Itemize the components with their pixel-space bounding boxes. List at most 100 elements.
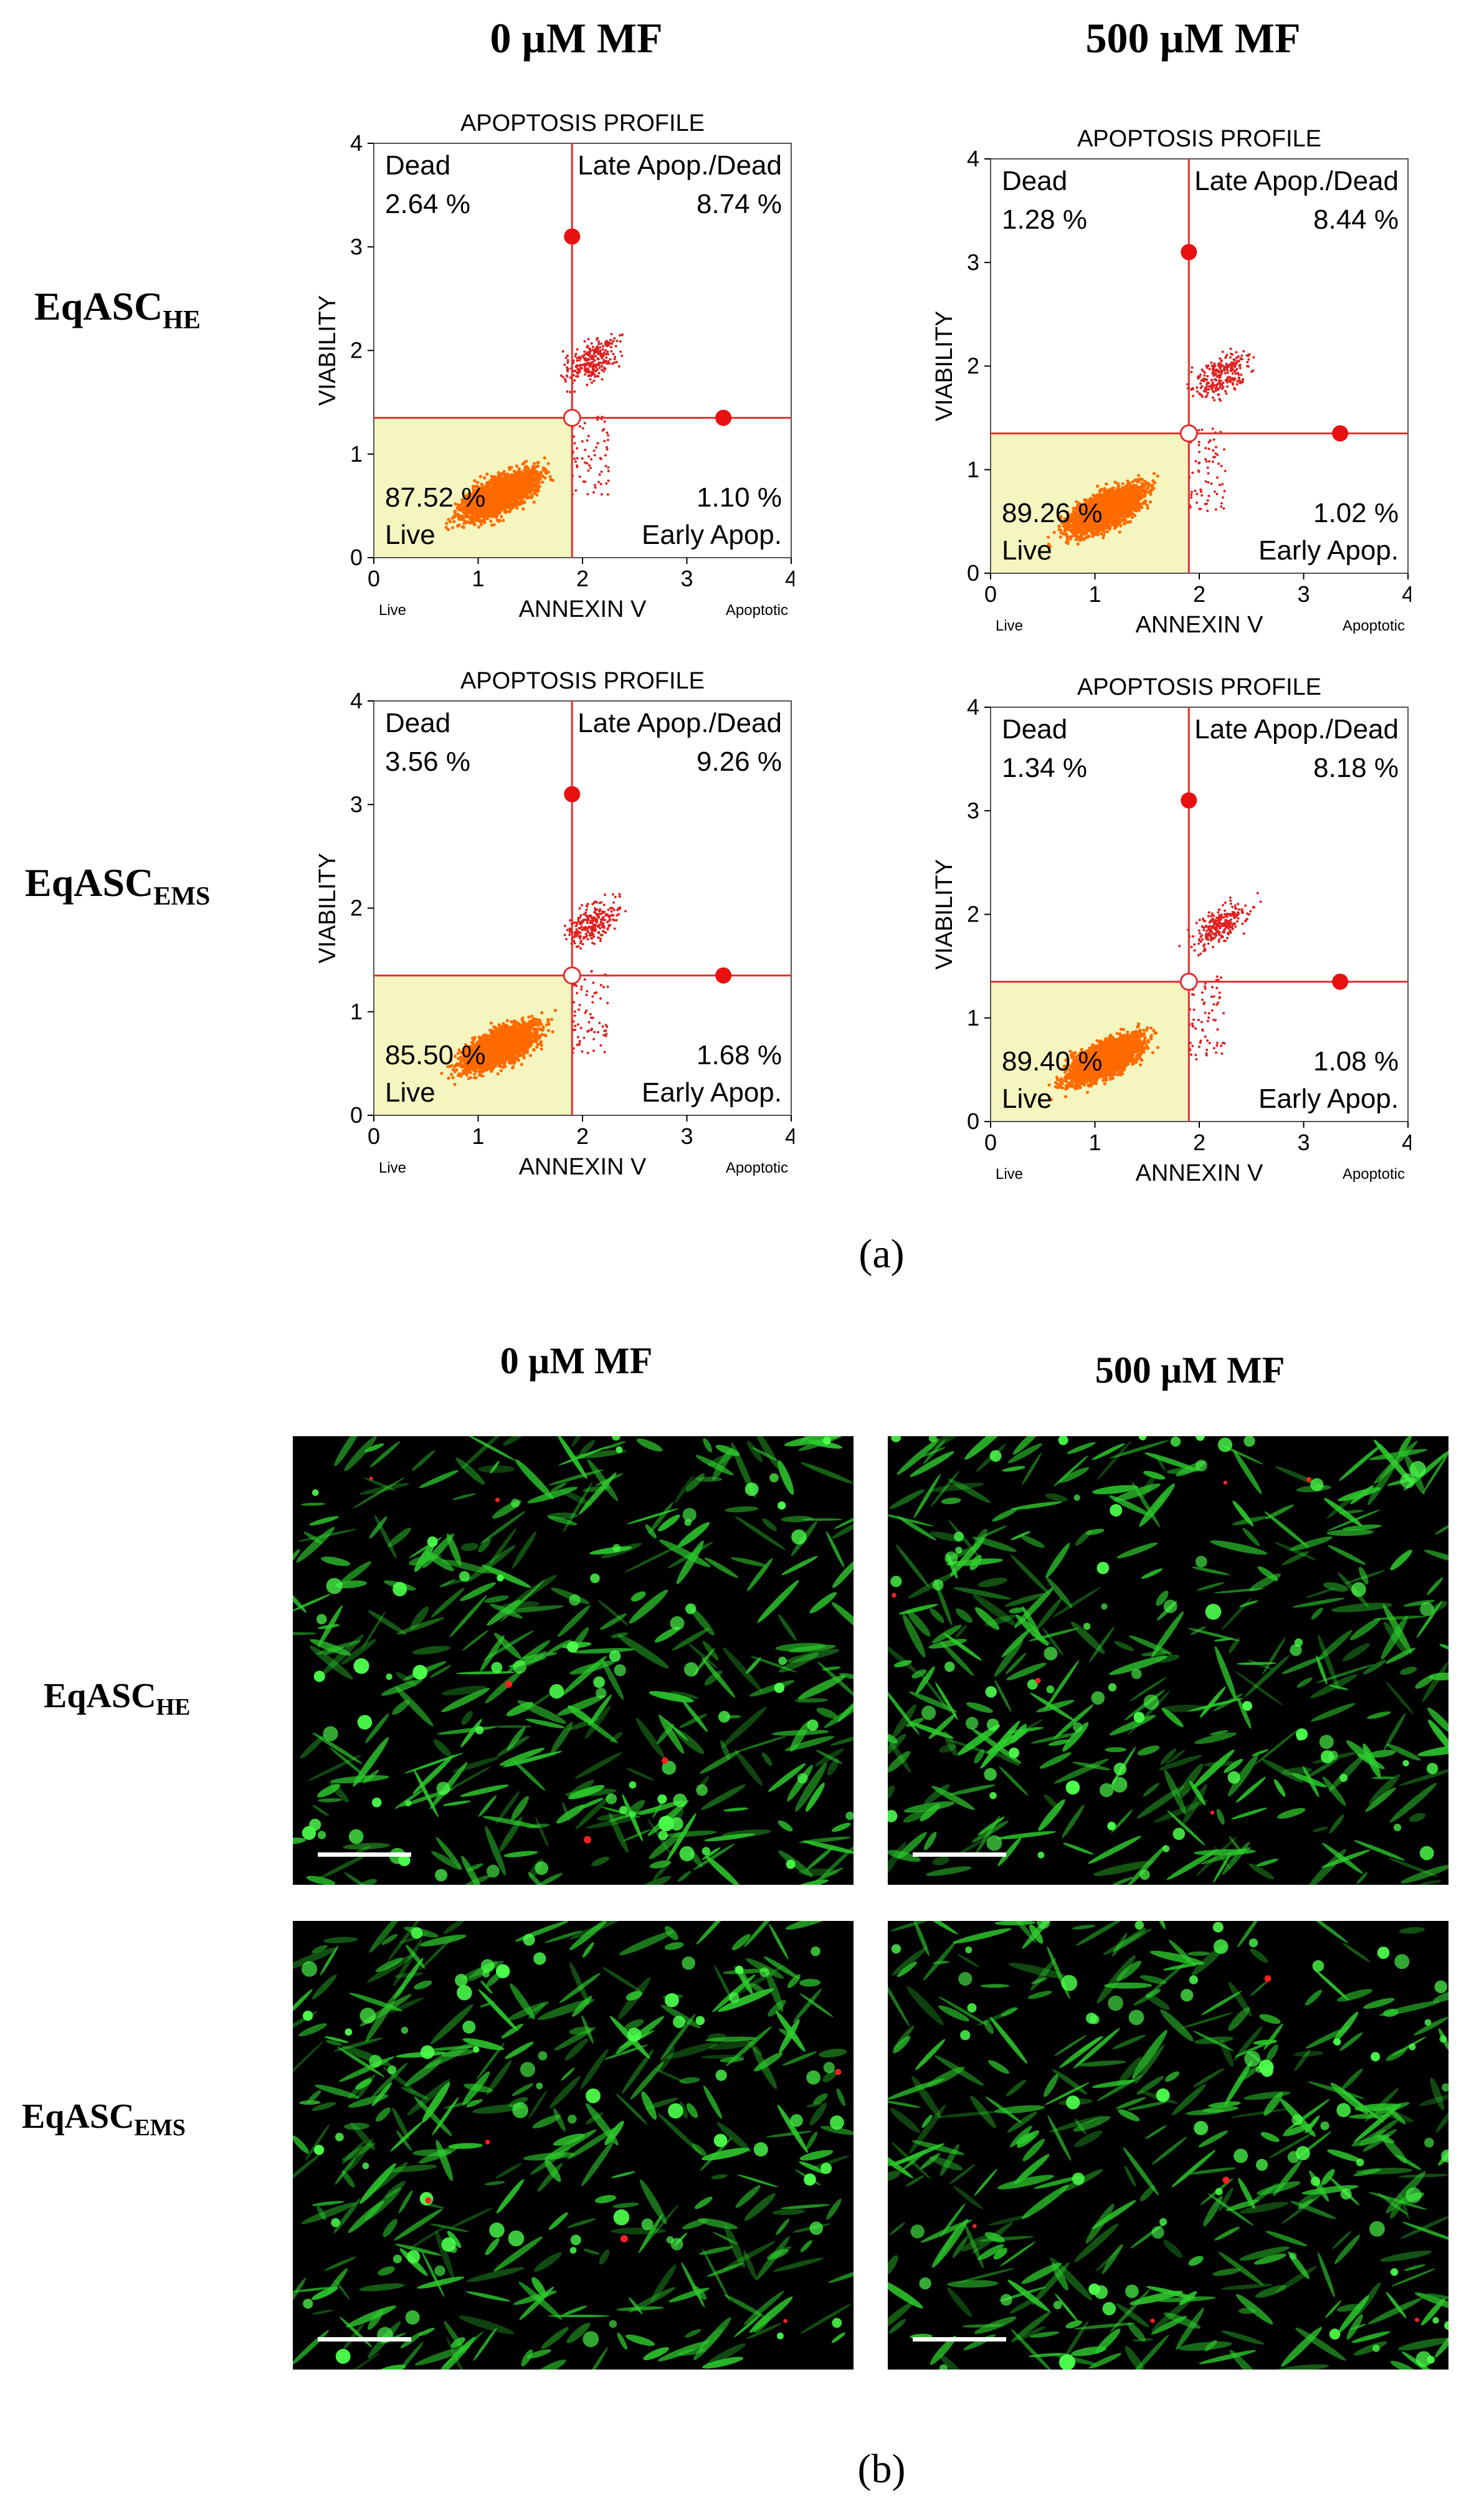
quadrant-early-label: Early Apop. [642, 1077, 782, 1108]
event-dots [1046, 347, 1255, 548]
quadrant-late-label: Late Apop./Dead [578, 150, 782, 181]
y-tick-label: 2 [967, 353, 979, 379]
row-label-b-he: EqASCHE [44, 1677, 191, 1720]
quadrant-dead-value: 3.56 % [385, 746, 470, 777]
apoptosis-chart-ems-500um: APOPTOSIS PROFILE 0 1 2 3 4 0 1 2 3 4 ANNEXIN V VIAB… [925, 664, 1411, 1224]
chart-title: APOPTOSIS PROFILE [460, 668, 705, 694]
quadrant-late-value: 8.74 % [697, 189, 782, 219]
event-dots [1047, 892, 1262, 1102]
gate-handle-marker[interactable] [564, 786, 581, 803]
x-tick-label: 1 [472, 566, 484, 591]
gate-center-handle[interactable] [1179, 424, 1198, 443]
quadrant-early-label: Early Apop. [1258, 1084, 1399, 1114]
quadrant-dead-value: 1.34 % [1002, 753, 1087, 783]
scale-bar [318, 1852, 411, 1857]
quadrant-early-value: 1.08 % [1313, 1046, 1399, 1077]
y-tick-label: 4 [967, 146, 979, 171]
y-tick-label: 4 [350, 688, 363, 713]
quadrant-early-value: 1.68 % [697, 1040, 782, 1070]
y-axis-label: VIABILITY [931, 859, 958, 970]
gate-handle-marker[interactable] [1181, 792, 1197, 809]
chart-title: APOPTOSIS PROFILE [1077, 674, 1321, 700]
quadrant-live-value: 89.40 % [1002, 1046, 1102, 1077]
row-label-he: EqASCHE [34, 284, 201, 335]
x-axis-label: ANNEXIN V [1136, 612, 1263, 638]
dead-cells-red [892, 1477, 1311, 1815]
gate-handle-marker[interactable] [715, 409, 732, 426]
dead-cells-red [425, 2069, 842, 2323]
x-axis-apoptotic-note: Apoptotic [1343, 617, 1405, 634]
dead-cells-red [369, 1476, 668, 1844]
x-tick-label: 2 [576, 566, 589, 591]
quadrant-early-value: 1.02 % [1313, 498, 1399, 528]
y-tick-label: 3 [967, 798, 979, 823]
y-tick-label: 2 [350, 895, 363, 921]
apoptosis-chart-he-500um: APOPTOSIS PROFILE 0 1 2 3 4 0 1 2 3 4 ANNEXIN V VIAB… [925, 115, 1411, 676]
quadrant-dead-label: Dead [1002, 714, 1067, 745]
x-axis-label: ANNEXIN V [519, 596, 647, 622]
x-tick-label: 1 [1088, 581, 1101, 607]
col-title-500um: 500 µM MF [1085, 14, 1301, 62]
quadrant-live-label: Live [385, 520, 435, 550]
col-title-b-0um: 0 µM MF [500, 1340, 653, 1381]
y-tick-label: 1 [350, 441, 363, 467]
y-axis-label: VIABILITY [315, 853, 341, 963]
scale-bar [913, 1852, 1006, 1857]
fluorescent-cells [293, 1436, 854, 1885]
y-axis-label: VIABILITY [315, 295, 341, 406]
gate-handle-marker[interactable] [564, 228, 581, 245]
x-axis-live-note: Live [996, 617, 1023, 634]
gate-center-handle[interactable] [1179, 973, 1198, 991]
gate-handle-marker[interactable] [1332, 973, 1349, 990]
quadrant-dead-label: Dead [385, 150, 450, 181]
y-tick-label: 4 [967, 694, 979, 720]
y-tick-label: 1 [350, 999, 363, 1024]
micrograph-he-0um [293, 1436, 854, 1885]
x-axis-live-note: Live [379, 602, 406, 619]
col-title-0um: 0 µM MF [490, 14, 663, 62]
quadrant-live-value: 85.50 % [385, 1040, 485, 1070]
x-tick-label: 1 [1088, 1130, 1101, 1155]
x-tick-label: 0 [984, 581, 997, 607]
fluorescent-cells [293, 1921, 854, 2370]
quadrant-late-label: Late Apop./Dead [1194, 166, 1399, 196]
micrograph-ems-0um [293, 1921, 854, 2370]
quadrant-dead-label: Dead [385, 708, 450, 738]
x-tick-label: 3 [680, 566, 693, 591]
chart-title: APOPTOSIS PROFILE [1077, 126, 1321, 152]
quadrant-late-label: Late Apop./Dead [578, 708, 782, 738]
quadrant-early-label: Early Apop. [642, 520, 782, 550]
x-tick-label: 3 [1297, 1130, 1310, 1155]
x-tick-label: 0 [984, 1130, 997, 1155]
gate-center-handle[interactable] [563, 409, 581, 427]
y-tick-label: 0 [350, 545, 363, 570]
y-tick-label: 4 [350, 130, 363, 156]
quadrant-dead-label: Dead [1002, 166, 1067, 196]
gate-handle-marker[interactable] [1332, 425, 1349, 442]
gate-center-handle[interactable] [563, 966, 581, 985]
chart-title: APOPTOSIS PROFILE [460, 110, 705, 136]
row-label-b-ems: EqASCEMS [22, 2097, 186, 2141]
caption-a: (a) [859, 1231, 905, 1277]
y-tick-label: 3 [967, 249, 979, 275]
quadrant-early-label: Early Apop. [1258, 535, 1399, 566]
x-axis-live-note: Live [379, 1160, 406, 1176]
event-dots [440, 893, 627, 1087]
x-tick-label: 1 [472, 1123, 484, 1149]
quadrant-live-label: Live [1002, 535, 1052, 566]
gate-handle-marker[interactable] [715, 967, 732, 984]
apoptosis-chart-ems-0um: APOPTOSIS PROFILE 0 1 2 3 4 0 1 2 3 4 ANNEXIN V VIAB… [308, 657, 794, 1218]
scale-bar [318, 2337, 411, 2342]
event-dots [444, 333, 624, 531]
x-axis-label: ANNEXIN V [1136, 1160, 1263, 1186]
quadrant-late-label: Late Apop./Dead [1194, 714, 1399, 745]
quadrant-dead-value: 2.64 % [385, 189, 470, 219]
y-tick-label: 2 [350, 338, 363, 363]
gate-handle-marker[interactable] [1181, 244, 1197, 260]
x-tick-label: 4 [785, 566, 794, 591]
x-tick-label: 0 [368, 566, 380, 591]
caption-b: (b) [857, 2446, 906, 2492]
fluorescent-cells [888, 1921, 1448, 2370]
apoptosis-chart-he-0um: APOPTOSIS PROFILE 0 1 2 3 4 0 1 2 3 4 ANNEXIN V VIAB… [308, 100, 794, 660]
x-tick-label: 2 [576, 1123, 589, 1149]
